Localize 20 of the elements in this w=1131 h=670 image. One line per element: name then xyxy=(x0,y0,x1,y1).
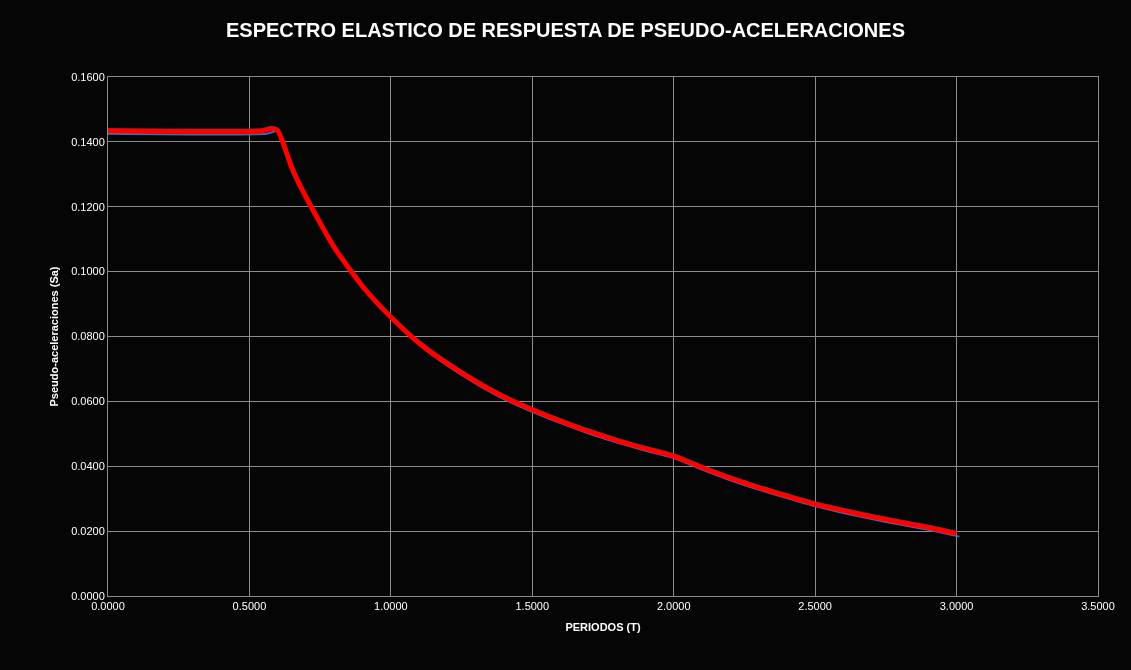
x-tick-label: 1.5000 xyxy=(515,600,550,613)
y-axis-title: Pseudo-aceleraciones (Sa) xyxy=(47,266,60,407)
chart-title: ESPECTRO ELASTICO DE RESPUESTA DE PSEUDO-ACELERACIONES xyxy=(226,19,905,42)
x-tick-label: 0.0000 xyxy=(91,600,125,613)
x-tick-label: 0.5000 xyxy=(232,600,267,613)
x-tick-label: 3.0000 xyxy=(939,600,974,613)
y-tick-label: 0.1600 xyxy=(71,70,105,83)
y-tick-label: 0.0800 xyxy=(71,330,105,343)
x-tick-label: 2.0000 xyxy=(656,600,691,613)
x-axis-title: PERIODOS (T) xyxy=(565,621,641,634)
y-tick-label: 0.1000 xyxy=(71,265,105,278)
y-tick-label: 0.0200 xyxy=(71,524,105,537)
y-tick-label: 0.1400 xyxy=(71,135,105,148)
y-tick-label: 0.1200 xyxy=(71,200,105,213)
x-tick-label: 1.0000 xyxy=(374,600,408,613)
y-tick-label: 0.0000 xyxy=(71,589,105,602)
y-tick-label: 0.0600 xyxy=(71,395,105,408)
x-tick-label: 2.5000 xyxy=(798,600,832,613)
x-tick-label: 3.5000 xyxy=(1081,600,1115,613)
y-tick-label: 0.0400 xyxy=(71,460,105,473)
